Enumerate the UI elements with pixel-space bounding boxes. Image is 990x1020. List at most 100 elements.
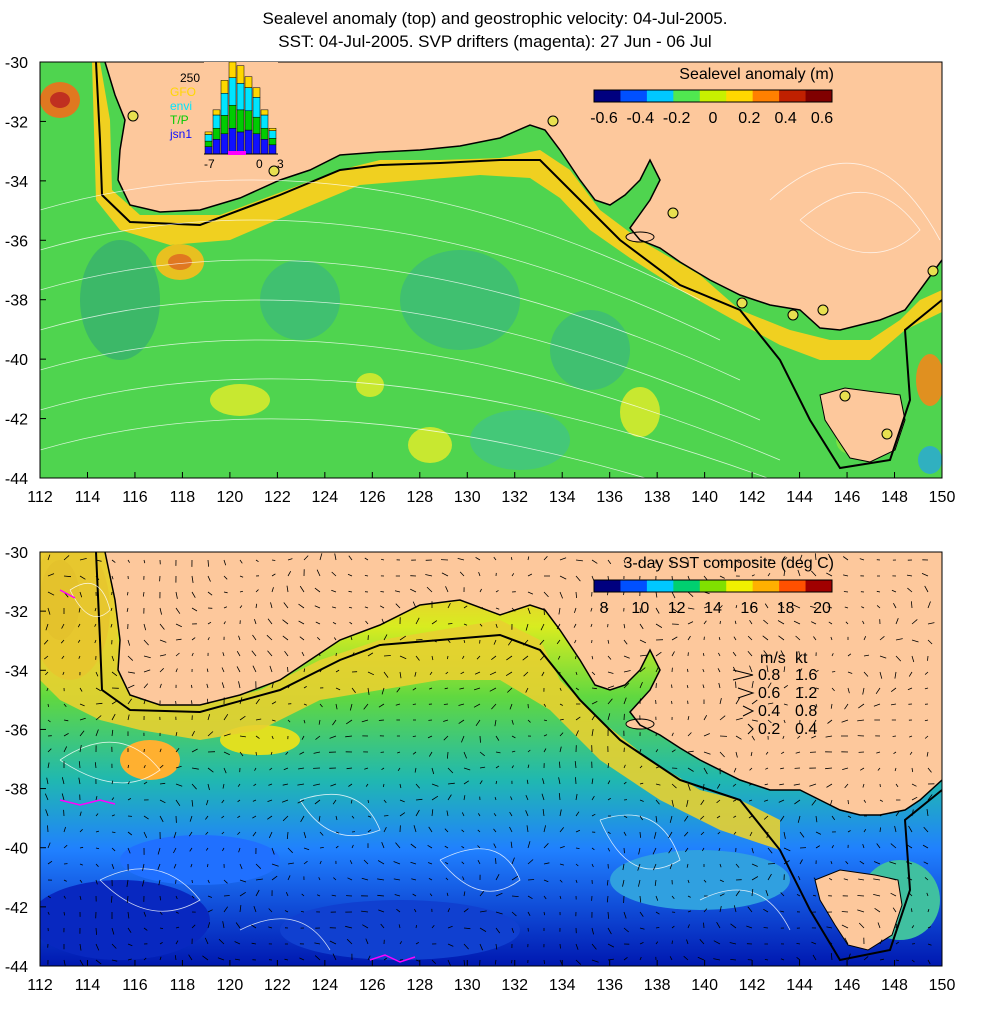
histogram-bar-gfo-7 [260, 109, 269, 116]
velocity-ms-2: 0.4 [758, 703, 780, 720]
sla-coastline [104, 62, 942, 331]
sst-colorbar-swatches [593, 579, 833, 593]
sst-lon-tick-label-144: 144 [786, 977, 813, 994]
sst-lon-tick-label-114: 114 [75, 977, 101, 994]
histogram-bar-gfo-4 [236, 65, 245, 84]
sla-lat-tick-label--44: -44 [5, 471, 28, 488]
sst-lon-tick-label-112: 112 [27, 977, 53, 994]
figure-title-line-2: SST: 04-Jul-2005. SVP drifters (magenta)… [278, 32, 712, 51]
sla-colorbar-swatch-6 [752, 90, 780, 102]
sst-colorbar-tick-6: 20 [813, 600, 831, 617]
histogram-bar-gfo-6 [252, 87, 261, 98]
sst-lon-tick-label-120: 120 [217, 977, 244, 994]
sla-latitude-ticks: -30 -32 -34 -36 -38 -40 -42 -44 [5, 55, 46, 488]
sla-lat-tick-label--30: -30 [5, 55, 28, 72]
velocity-arrow-0.2 [747, 723, 754, 735]
histogram-bar-envi-7 [260, 114, 269, 129]
velocity-ms-1: 0.6 [758, 685, 780, 702]
sla-lon-tick-label-134: 134 [549, 489, 576, 506]
histogram-bar-tp-0 [204, 140, 213, 147]
sst-colorbar-tick-3: 14 [704, 600, 722, 617]
sla-lon-tick-label-114: 114 [75, 489, 101, 506]
histogram-bar-jsn1-2 [220, 133, 229, 155]
velocity-ms-3: 0.2 [758, 721, 780, 738]
histogram-bar-jsn1-6 [252, 133, 261, 155]
sla-lat-tick-label--34: -34 [5, 174, 28, 191]
sla-anomaly-features [40, 82, 942, 474]
velocity-legend-rows: 0.8 1.60.6 1.20.4 0.80.2 0.4 [732, 667, 817, 738]
sst-latitude-ticks: -30 -32 -34 -36 -38 -40 -42 -44 [5, 545, 46, 976]
histogram-bar-jsn1-5 [244, 129, 253, 155]
histogram-xlabel-end: 3 [277, 157, 284, 171]
sla-colorbar-swatch-2 [646, 90, 674, 102]
sst-colorbar-ticks: 8 10 12 14 16 18 20 [600, 600, 831, 617]
sla-map-panel [40, 62, 942, 478]
histogram-bar-tp-5 [244, 110, 253, 131]
sla-colorbar-frame [593, 89, 833, 103]
sst-longitude-ticks: 112 114 116 118 120 122 124 126 128 130 132 134 136 1… [27, 960, 955, 994]
sla-lon-tick-label-138: 138 [644, 489, 671, 506]
histogram-bar-gfo-3 [228, 61, 237, 78]
histogram-bar-gfo-1 [212, 109, 221, 116]
sst-lat-tick-label--38: -38 [5, 782, 28, 799]
velocity-legend-header-ms: m/s [760, 650, 786, 667]
sst-lat-tick-label--44: -44 [5, 959, 28, 976]
sla-lon-tick-label-136: 136 [596, 489, 623, 506]
sla-kangaroo-island [625, 231, 655, 243]
sla-lon-tick-label-140: 140 [691, 489, 718, 506]
histogram-bar-tp-8 [268, 138, 277, 146]
sst-colorbar-tick-2: 12 [668, 600, 686, 617]
sla-colorbar-swatch-7 [779, 90, 807, 102]
sst-lat-tick-label--42: -42 [5, 900, 28, 917]
sst-colorbar-swatch-8 [805, 580, 833, 592]
sst-lat-tick-label--30: -30 [5, 545, 28, 562]
sst-features [40, 552, 940, 960]
sst-lon-tick-label-134: 134 [549, 977, 576, 994]
sla-lon-tick-label-126: 126 [359, 489, 386, 506]
sla-colorbar-ticks: -0.6 -0.4 -0.2 0 0.2 0.4 0.6 [590, 110, 833, 127]
sst-lon-tick-label-140: 140 [691, 977, 718, 994]
histogram-bar-tp-3 [228, 104, 237, 129]
histogram-bar-envi-4 [236, 83, 245, 111]
sla-lon-tick-label-132: 132 [501, 489, 528, 506]
histogram-bar-envi-3 [228, 77, 237, 106]
sst-lon-tick-label-146: 146 [834, 977, 861, 994]
sst-colorbar-swatch-4 [699, 580, 727, 592]
sst-colorbar-swatch-7 [779, 580, 807, 592]
sst-map-frame [39, 551, 943, 967]
histogram-legend-envi: envi [170, 99, 192, 113]
sst-colorbar-swatch-6 [752, 580, 780, 592]
sst-coastline [104, 552, 942, 816]
sst-lon-tick-label-148: 148 [881, 977, 908, 994]
velocity-kt-3: 0.4 [795, 721, 817, 738]
sst-lon-tick-label-136: 136 [596, 977, 623, 994]
histogram-bar-jsn1-7 [260, 139, 269, 155]
sla-lon-tick-label-146: 146 [834, 489, 861, 506]
sst-lat-tick-label--34: -34 [5, 663, 28, 680]
velocity-scale-legend: m/s kt 0.8 1.60.6 1.20.4 0.80.2 0.4 [732, 650, 817, 738]
sst-lon-tick-label-142: 142 [739, 977, 766, 994]
sla-colorbar-tick-0: -0.6 [590, 110, 618, 127]
sst-colorbar-swatch-3 [673, 580, 701, 592]
histogram-bar-gfo-2 [220, 80, 229, 94]
sla-lon-tick-label-122: 122 [264, 489, 291, 506]
velocity-legend-header-kt: kt [795, 650, 808, 667]
sla-lon-tick-label-124: 124 [311, 489, 338, 506]
sla-lat-tick-label--32: -32 [5, 114, 28, 131]
sla-colorbar-tick-6: 0.6 [811, 110, 833, 127]
histogram-legend-gfo: GFO [170, 85, 196, 99]
sla-colorbar-tick-5: 0.4 [775, 110, 797, 127]
sst-lat-tick-label--40: -40 [5, 841, 28, 858]
sla-lon-tick-label-118: 118 [170, 489, 196, 506]
sla-lat-tick-label--36: -36 [5, 233, 28, 250]
sst-colorbar-swatch-2 [646, 580, 674, 592]
histogram-xlabel-start: -7 [204, 157, 215, 171]
figure-title-line-1: Sealevel anomaly (top) and geostrophic v… [262, 9, 728, 28]
sla-colorbar-swatch-5 [726, 90, 754, 102]
sst-colorbar-tick-4: 16 [740, 600, 758, 617]
sla-lon-tick-label-130: 130 [454, 489, 481, 506]
sla-land-mass [105, 62, 942, 330]
sla-map-frame [39, 61, 943, 479]
